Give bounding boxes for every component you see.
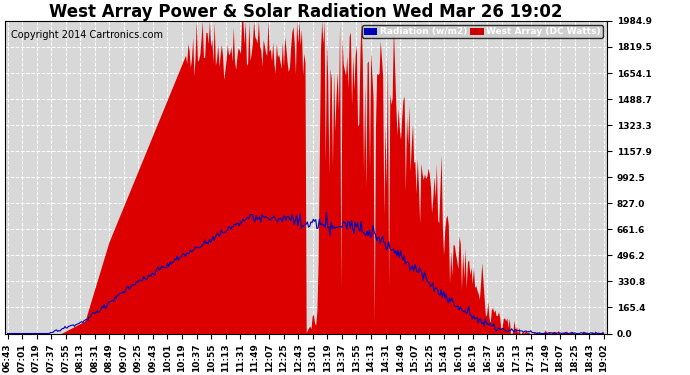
Text: Copyright 2014 Cartronics.com: Copyright 2014 Cartronics.com	[11, 30, 163, 40]
Legend: Radiation (w/m2), West Array (DC Watts): Radiation (w/m2), West Array (DC Watts)	[362, 26, 602, 38]
Title: West Array Power & Solar Radiation Wed Mar 26 19:02: West Array Power & Solar Radiation Wed M…	[50, 3, 563, 21]
